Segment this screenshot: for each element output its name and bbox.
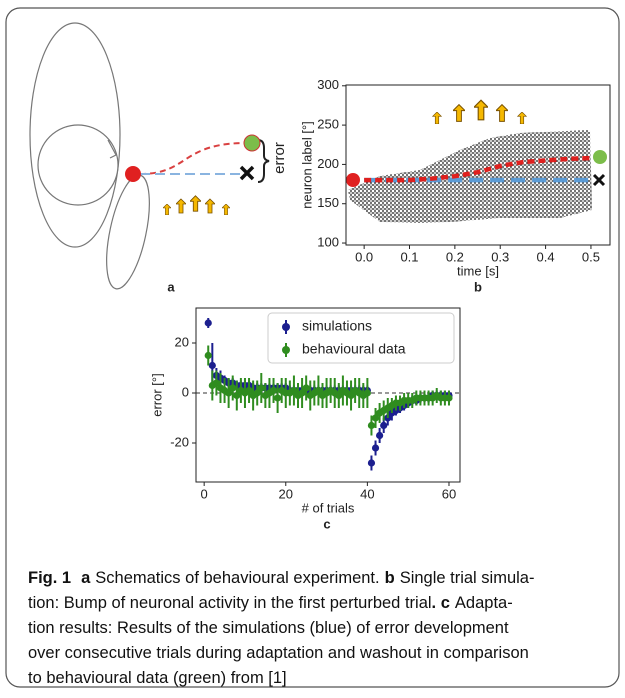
activity-cloud [348, 130, 592, 223]
y-tick-label: 200 [317, 156, 339, 171]
x-marker [592, 173, 606, 187]
y-axis-label: error [°] [149, 373, 164, 416]
x-tick-label: 60 [442, 486, 456, 501]
data-point [380, 421, 388, 430]
caption-line: tion results: Results of the simulations… [28, 619, 509, 637]
y-tick-label: -20 [170, 434, 189, 449]
x-tick-label: 0.1 [400, 249, 418, 264]
arrows [163, 195, 230, 215]
data-point [371, 444, 380, 452]
data-point [314, 386, 323, 395]
y-tick-label: 300 [317, 77, 339, 92]
x-tick-label: 0.2 [446, 249, 464, 264]
caption-line: Fig. 1 a Schematics of behavioural experim… [28, 569, 534, 587]
y-tick-label: 250 [317, 117, 339, 132]
data-point [269, 386, 278, 395]
x-tick-label: 0.3 [491, 249, 509, 264]
plot-area [345, 84, 611, 246]
data-point [257, 384, 265, 392]
data-point [253, 389, 261, 397]
legend-label: simulations [302, 318, 372, 334]
plot-area [195, 307, 461, 483]
data-point [335, 391, 343, 400]
data-point [204, 319, 212, 327]
legend-swatch [282, 323, 290, 331]
data-line [364, 155, 592, 183]
panel-label: a [167, 279, 175, 294]
y-tick-label: 150 [317, 195, 339, 210]
panel-label: b [474, 279, 482, 294]
data-point [245, 386, 253, 395]
y-tick-label: 100 [317, 234, 339, 249]
x-tick-label: 40 [360, 486, 374, 501]
data-point [274, 394, 282, 402]
data-point [233, 391, 241, 400]
start-dot [346, 173, 360, 187]
data-point [298, 389, 306, 397]
x-tick-label: 0.5 [582, 249, 600, 264]
target-dot [243, 134, 261, 152]
data-point [204, 351, 212, 360]
data-point [208, 361, 216, 370]
data-point [212, 379, 221, 387]
caption-line: over consecutive trials during adaptatio… [28, 644, 529, 662]
x-tick-label: 0.0 [355, 249, 373, 264]
caption-line: tion: Bump of neuronal activity in the f… [28, 594, 513, 612]
x-axis-label: time [s] [457, 263, 499, 278]
x-tick-label: 0.4 [537, 249, 555, 264]
data-point [367, 459, 376, 467]
data-point [302, 384, 310, 392]
arrows [432, 99, 527, 124]
data-point [290, 386, 298, 395]
schematic [29, 22, 270, 290]
data-point [229, 384, 237, 392]
error-label: error [271, 142, 288, 174]
data-point [445, 394, 453, 402]
data-point [363, 389, 371, 397]
x-axis-label: # of trials [302, 500, 355, 515]
x-marker [239, 165, 255, 181]
legend [267, 312, 455, 364]
start-dot [125, 166, 141, 182]
caption: Fig. 1 a Schematics of behavioural experim… [28, 569, 534, 687]
x-tick-label: 0 [201, 486, 208, 501]
data-point [347, 391, 355, 400]
x-tick-label: 20 [279, 486, 293, 501]
data-point [376, 431, 384, 440]
target-dot [593, 150, 607, 164]
y-axis-label: neuron label [°] [299, 121, 314, 209]
legend-label: behavioural data [302, 341, 406, 357]
data-point [225, 389, 233, 397]
y-tick-label: 20 [175, 334, 189, 349]
data-point [371, 414, 380, 422]
caption-line: to behavioural data (green) from [1] [28, 669, 287, 687]
data-point [367, 421, 376, 430]
y-tick-label: 0 [182, 384, 189, 399]
panel-label: c [323, 516, 330, 531]
frame [5, 7, 620, 688]
legend-swatch [282, 346, 290, 354]
